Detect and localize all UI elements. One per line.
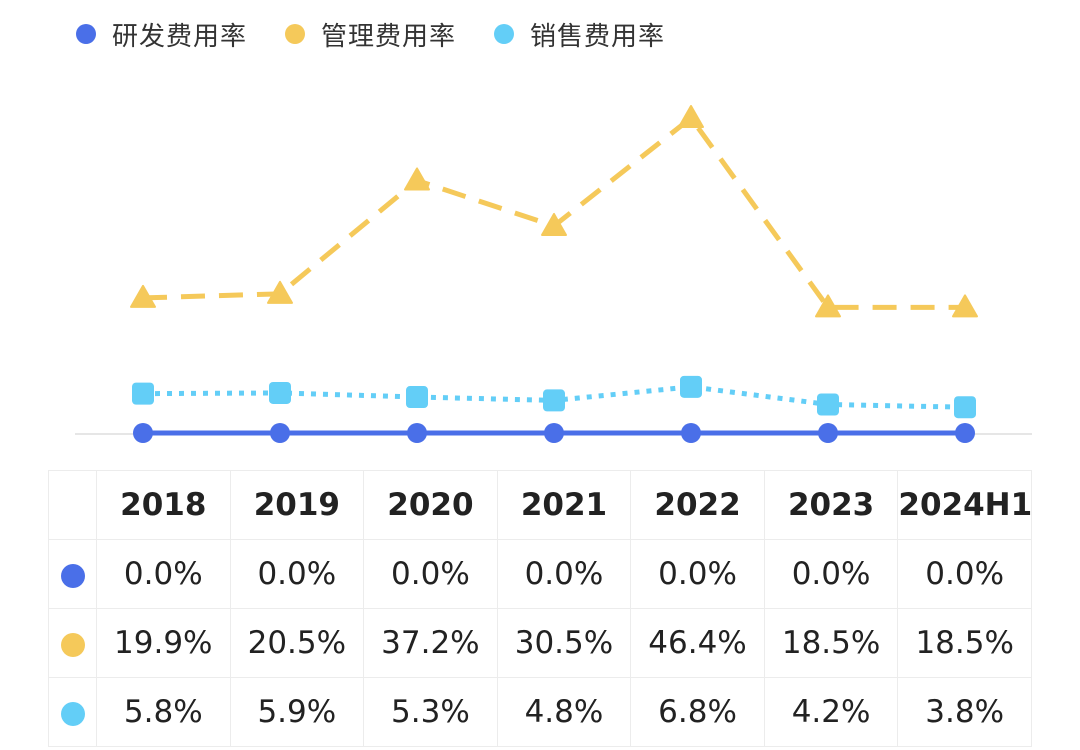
row-dot-rd: [60, 563, 85, 588]
data-point-1-6: [952, 294, 978, 318]
table-cell: 5.9%: [229, 677, 365, 747]
table-cell: 5.3%: [363, 677, 498, 747]
data-point-0-4: [681, 423, 701, 443]
table-cell: 0.0%: [229, 539, 365, 609]
table-header-row: 2018 2019 2020 2021 2022 2023 2024H1: [48, 470, 1032, 540]
legend-dot-sales: [494, 24, 515, 44]
data-point-1-3: [541, 212, 567, 236]
table-header-cell: 2019: [229, 470, 365, 540]
table-row-sales: 5.8% 5.9% 5.3% 4.8% 6.8% 4.2% 3.8%: [48, 677, 1032, 747]
data-table: 2018 2019 2020 2021 2022 2023 2024H1 0.0…: [48, 470, 1032, 747]
data-point-1-4: [678, 105, 704, 128]
data-point-2-2: [406, 386, 428, 409]
row-dot-admin: [60, 632, 85, 657]
table-header-cell: 2024H1: [897, 470, 1032, 540]
table-cell: 0.0%: [897, 539, 1032, 609]
legend-item-sales[interactable]: 销售费用率: [494, 16, 665, 53]
legend-item-admin[interactable]: 管理费用率: [285, 16, 456, 53]
table-header-cell: 2021: [496, 470, 632, 540]
data-point-1-2: [404, 167, 430, 191]
table-cell: 18.5%: [763, 608, 899, 678]
data-point-0-6: [955, 423, 975, 443]
table-cell: 0.0%: [363, 539, 498, 609]
data-point-2-0: [132, 382, 154, 405]
row-dot-sales: [60, 701, 85, 726]
table-corner-cell: [48, 470, 97, 540]
row-marker-cell: [48, 608, 97, 678]
table-cell: 30.5%: [496, 608, 632, 678]
line-chart: [75, 105, 1032, 443]
table-cell: 3.8%: [897, 677, 1032, 747]
row-marker-cell: [48, 539, 97, 609]
table-cell: 19.9%: [96, 608, 231, 678]
legend: 研发费用率 管理费用率 销售费用率: [76, 14, 703, 54]
data-point-2-1: [269, 381, 291, 404]
table-cell: 0.0%: [96, 539, 231, 609]
table-cell: 37.2%: [363, 608, 498, 678]
legend-label-sales: 销售费用率: [530, 21, 666, 52]
data-point-2-5: [817, 393, 839, 416]
table-cell: 5.8%: [96, 677, 231, 747]
table-cell: 46.4%: [630, 608, 765, 678]
table-row-rd: 0.0% 0.0% 0.0% 0.0% 0.0% 0.0% 0.0%: [48, 539, 1032, 609]
row-marker-cell: [48, 677, 97, 747]
data-point-0-2: [407, 423, 427, 443]
legend-dot-admin: [285, 24, 306, 44]
table-cell: 18.5%: [897, 608, 1032, 678]
legend-item-rd[interactable]: 研发费用率: [76, 16, 247, 53]
data-point-1-5: [815, 294, 841, 318]
data-point-0-0: [133, 423, 153, 443]
legend-dot-rd: [76, 24, 96, 44]
table-header-cell: 2022: [630, 470, 765, 540]
table-header-cell: 2018: [96, 470, 231, 540]
table-cell: 4.8%: [496, 677, 632, 747]
table-cell: 4.2%: [763, 677, 899, 747]
data-point-0-5: [818, 423, 838, 443]
data-point-2-3: [543, 389, 565, 412]
series-line-1: [142, 115, 965, 310]
table-cell: 0.0%: [630, 539, 765, 609]
data-point-0-3: [544, 423, 564, 443]
legend-label-rd: 研发费用率: [112, 21, 248, 52]
data-point-2-6: [954, 396, 976, 419]
table-header-cell: 2020: [363, 470, 498, 540]
data-point-1-1: [267, 280, 293, 304]
table-row-admin: 19.9% 20.5% 37.2% 30.5% 46.4% 18.5% 18.5…: [48, 608, 1032, 678]
data-point-1-0: [130, 284, 156, 308]
table-cell: 0.0%: [763, 539, 899, 609]
data-point-2-4: [680, 375, 702, 398]
table-header-cell: 2023: [763, 470, 899, 540]
table-cell: 0.0%: [496, 539, 632, 609]
table-cell: 6.8%: [630, 677, 765, 747]
table-cell: 20.5%: [229, 608, 365, 678]
legend-label-admin: 管理费用率: [321, 21, 457, 52]
data-point-0-1: [270, 423, 290, 443]
